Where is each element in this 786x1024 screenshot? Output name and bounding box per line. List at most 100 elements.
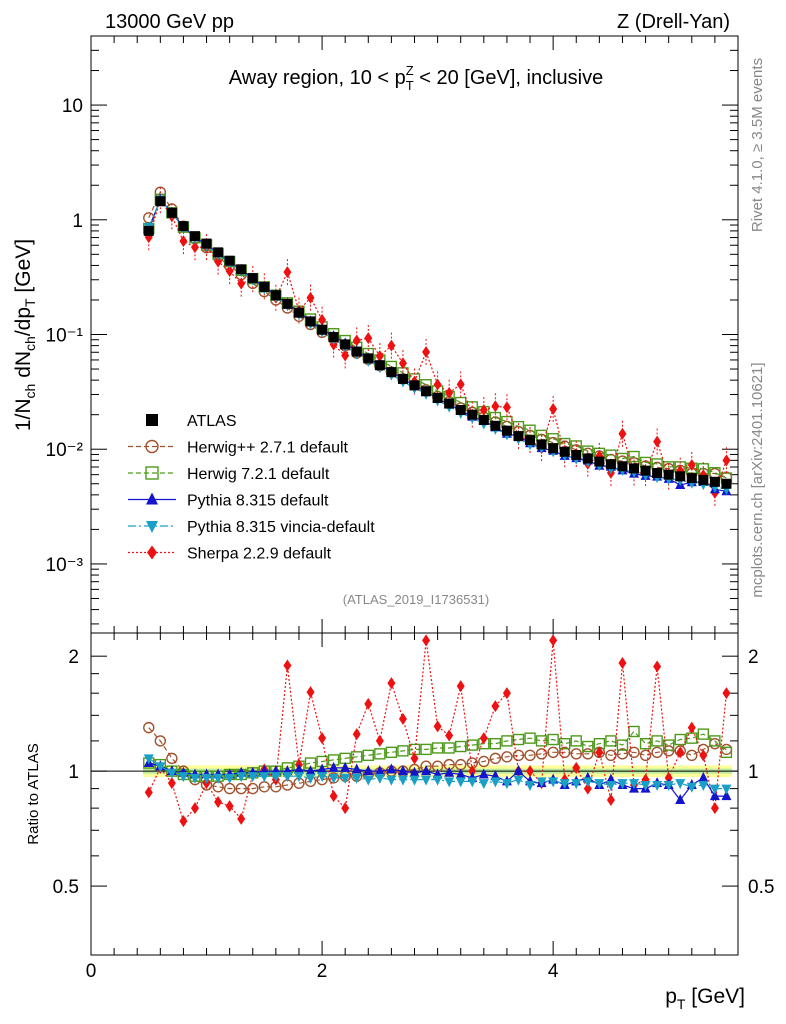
pythia-8-315-vincia-default-ratio-point <box>467 777 478 788</box>
sherpa-2-2-9-default-ratio-point <box>190 802 199 815</box>
sherpa-2-2-9-default-ratio-point <box>526 765 535 778</box>
atlas-point <box>282 298 293 309</box>
herwig-2-7-1-default-ratio-point <box>547 746 559 759</box>
sherpa-2-2-9-default-ratio-point <box>606 794 615 807</box>
x-axis-label: pT [GeV] <box>665 985 745 1012</box>
herwig-7-2-1-default-ratio-point <box>582 740 594 753</box>
pythia-8-315-default-ratio-point <box>698 771 709 782</box>
ratio-tick-label: 1 <box>68 762 79 783</box>
sherpa-2-2-9-default-point <box>502 401 511 414</box>
herwig-2-7-1-default-ratio-point <box>478 755 490 768</box>
sherpa-2-2-9-default-ratio-point <box>179 815 188 828</box>
sherpa-2-2-9-default-point <box>445 386 454 399</box>
herwig-7-2-1-default-ratio-point <box>524 732 536 744</box>
pythia-8-315-vincia-default-ratio-point <box>617 779 628 790</box>
sherpa-2-2-9-default-ratio-point <box>699 749 708 762</box>
herwig-2-7-1-default-ratio-line <box>148 727 727 790</box>
atlas-point <box>363 353 374 364</box>
pythia-8-315-vincia-default-ratio-point <box>582 777 593 788</box>
atlas-point <box>709 476 720 487</box>
atlas-point <box>559 446 570 457</box>
sherpa-2-2-9-default-ratio-point <box>352 728 361 741</box>
atlas-point <box>143 225 154 236</box>
sherpa-2-2-9-default-ratio-point <box>710 802 719 815</box>
pythia-8-315-default-ratio-point <box>340 761 351 772</box>
sherpa-2-2-9-default-point <box>341 349 350 362</box>
pythia-8-315-vincia-default-ratio-point <box>444 777 455 788</box>
atlas-point <box>224 255 235 266</box>
atlas-point <box>490 420 501 431</box>
sherpa-2-2-9-default-ratio-point <box>398 712 407 725</box>
atlas-point <box>501 425 512 436</box>
atlas-point <box>155 196 166 207</box>
atlas-point <box>305 316 316 327</box>
sherpa-2-2-9-default-ratio-point <box>502 687 511 700</box>
herwig-7-2-1-default-line <box>148 198 727 479</box>
pythia-8-315-vincia-default-ratio-point <box>652 780 663 791</box>
sherpa-2-2-9-default-ratio-point <box>618 656 627 669</box>
atlas-point <box>571 450 582 461</box>
sherpa-2-2-9-default-ratio-point <box>595 746 604 759</box>
legend: ATLAS Herwig++ 2.7.1 default Herwig 7.2.1 … <box>128 413 375 563</box>
atlas-point <box>293 307 304 318</box>
atlas-point <box>548 443 559 454</box>
pythia-8-315-vincia-default-ratio-point <box>363 775 374 786</box>
herwig-2-7-1-default-ratio-point <box>143 721 155 734</box>
pythia-8-315-vincia-default-ratio-point <box>340 773 351 784</box>
pythia-8-315-default-ratio-point <box>328 761 339 772</box>
atlas-point <box>629 463 640 474</box>
pythia-8-315-vincia-default-ratio-point <box>571 779 582 790</box>
sherpa-2-2-9-default-point <box>479 404 488 417</box>
atlas-point <box>432 392 443 403</box>
herwig-7-2-1-default-ratio-point <box>443 742 455 754</box>
herwig-2-7-1-default-ratio-point <box>582 748 594 760</box>
legend-marker-herwig-7-2-1-default <box>145 466 159 480</box>
pythia-8-315-default-ratio-point <box>675 794 686 805</box>
herwig-7-2-1-default-ratio-point <box>374 748 386 760</box>
pythia-8-315-vincia-default-ratio-point <box>224 773 235 784</box>
herwig-2-7-1-default-ratio-point <box>247 782 259 795</box>
atlas-point <box>513 431 524 442</box>
pythia-8-315-vincia-default-ratio-point <box>178 772 189 783</box>
herwig-2-7-1-default-ratio-point <box>166 752 178 765</box>
herwig-7-2-1-default-ratio-point <box>709 735 721 747</box>
herwig-7-2-1-default-ratio-point <box>455 740 467 753</box>
pythia-8-315-default-ratio-point <box>305 765 316 776</box>
pythia-8-315-vincia-default-ratio-point <box>478 779 489 790</box>
pythia-8-315-vincia-default-ratio-point <box>675 779 686 790</box>
main-series <box>143 186 733 506</box>
sherpa-2-2-9-default-ratio-point <box>456 680 465 693</box>
pythia-8-315-vincia-default-ratio-point <box>501 779 512 790</box>
sherpa-2-2-9-default-ratio-point <box>676 746 685 759</box>
sherpa-2-2-9-default-line <box>148 198 727 495</box>
sherpa-2-2-9-default-ratio-point <box>549 634 558 647</box>
sherpa-2-2-9-default-ratio-point <box>572 761 581 774</box>
atlas-point <box>340 339 351 350</box>
sherpa-2-2-9-default-ratio-point <box>225 800 234 813</box>
sherpa-2-2-9-default-ratio-point <box>687 721 696 734</box>
legend-marker-pythia-8-315-vincia-default <box>146 521 158 533</box>
atlas-point <box>455 404 466 415</box>
y-tick-label: 10⁻³ <box>46 555 84 576</box>
herwig-7-2-1-default-ratio-point <box>466 739 478 751</box>
ratio-tick-label-right: 0.5 <box>748 877 774 898</box>
sherpa-2-2-9-default-ratio-point <box>445 729 454 742</box>
pythia-8-315-vincia-default-ratio-point <box>640 780 651 791</box>
pythia-8-315-vincia-default-ratio-point <box>143 754 154 765</box>
x-tick-label: 2 <box>317 961 328 982</box>
herwig-7-2-1-default-ratio-point <box>501 735 513 747</box>
herwig-7-2-1-default-ratio-point <box>616 739 629 751</box>
ratio-tick-label-right: 1 <box>748 762 759 783</box>
herwig-7-2-1-default-ratio-point <box>431 742 444 754</box>
sherpa-2-2-9-default-point <box>387 339 396 352</box>
atlas-point <box>374 360 385 371</box>
sherpa-2-2-9-default-ratio-point <box>422 634 431 647</box>
herwig-7-2-1-default-ratio-point <box>674 733 686 746</box>
sherpa-2-2-9-default-ratio-point <box>329 790 338 803</box>
pythia-8-315-default-ratio-point <box>374 765 385 776</box>
sherpa-2-2-9-default-ratio-point <box>583 782 592 795</box>
ratio-tick-label-right: 2 <box>748 647 759 668</box>
herwig-2-7-1-default-ratio-point <box>651 746 663 759</box>
sherpa-2-2-9-default-ratio-point <box>144 786 153 799</box>
herwig-2-7-1-default-ratio-point <box>524 749 536 762</box>
